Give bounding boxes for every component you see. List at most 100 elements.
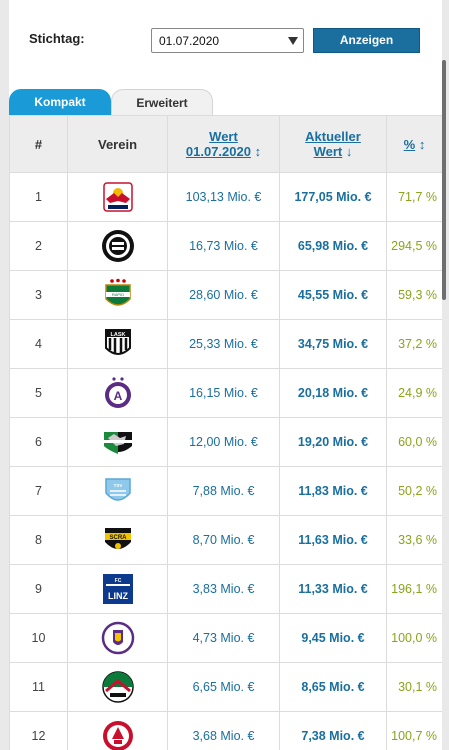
svg-text:LASK: LASK — [110, 332, 125, 338]
wolfsberger-ac-crest-icon[interactable] — [100, 424, 136, 460]
fk-austria-wien-crest-icon[interactable]: A — [100, 375, 136, 411]
gak-crest-icon[interactable] — [100, 718, 136, 750]
sk-sturm-graz-crest-icon[interactable] — [100, 228, 136, 264]
table-row[interactable]: 2 16,73 Mio. €65,98 Mio. €294,5 % — [9, 221, 442, 271]
tsv-hartberg-crest-icon[interactable]: TSV — [100, 473, 136, 509]
scrollbar[interactable] — [442, 60, 446, 300]
table-row[interactable]: 10 4,73 Mio. €9,45 Mio. €100,0 % — [9, 613, 442, 663]
rank-cell: 1 — [9, 172, 68, 222]
svg-text:TSV: TSV — [113, 483, 122, 488]
table-row[interactable]: 5 A 16,15 Mio. €20,18 Mio. €24,9 % — [9, 368, 442, 418]
club-crest-cell[interactable] — [67, 417, 168, 467]
rank-cell: 7 — [9, 466, 68, 516]
aktueller-wert-cell: 65,98 Mio. € — [279, 221, 387, 271]
svg-text:FC: FC — [114, 578, 121, 584]
wert-cell: 16,15 Mio. € — [167, 368, 280, 418]
header-percent-link[interactable]: % — [403, 136, 416, 152]
wert-cell: 16,73 Mio. € — [167, 221, 280, 271]
percent-cell: 71,7 % — [386, 172, 442, 222]
table-row[interactable]: 9 FC LINZ 3,83 Mio. €11,33 Mio. €196,1 % — [9, 564, 442, 614]
tab-kompakt[interactable]: Kompakt — [9, 89, 111, 115]
scr-altach-crest-icon[interactable]: SCRA — [100, 522, 136, 558]
header-verein: Verein — [67, 115, 168, 173]
aktueller-wert-cell: 11,83 Mio. € — [279, 466, 387, 516]
rank-cell: 4 — [9, 319, 68, 369]
club-crest-cell[interactable] — [67, 221, 168, 271]
date-select-value: 01.07.2020 — [159, 34, 220, 48]
table-row[interactable]: 7 TSV 7,88 Mio. €11,83 Mio. €50,2 % — [9, 466, 442, 516]
date-filter: Stichtag: 01.07.2020 Anzeigen — [9, 0, 442, 80]
table-row[interactable]: 11 6,65 Mio. €8,65 Mio. €30,1 % — [9, 662, 442, 712]
sk-rapid-wien-crest-icon[interactable]: RAPID — [100, 277, 136, 313]
table-row[interactable]: 12 3,68 Mio. €7,38 Mio. €100,7 % — [9, 711, 442, 750]
percent-cell: 294,5 % — [386, 221, 442, 271]
red-bull-salzburg-crest-icon[interactable] — [100, 179, 136, 215]
aktueller-wert-cell: 20,18 Mio. € — [279, 368, 387, 418]
header-aktueller-wert[interactable]: Aktueller Wert ↓ — [279, 115, 387, 173]
header-wert[interactable]: Wert 01.07.2020 ↕ — [167, 115, 280, 173]
sort-icon[interactable]: ↕ — [254, 144, 262, 159]
percent-cell: 100,0 % — [386, 613, 442, 663]
lask-crest-icon[interactable]: LASK — [100, 326, 136, 362]
club-crest-cell[interactable]: A — [67, 368, 168, 418]
anzeigen-button[interactable]: Anzeigen — [313, 28, 420, 53]
header-percent[interactable]: % ↕ — [386, 115, 442, 173]
club-crest-cell[interactable] — [67, 172, 168, 222]
club-crest-cell[interactable]: SCRA — [67, 515, 168, 565]
aktueller-wert-cell: 45,55 Mio. € — [279, 270, 387, 320]
header-rank: # — [9, 115, 68, 173]
chevron-down-icon — [288, 37, 298, 45]
club-crest-cell[interactable]: RAPID — [67, 270, 168, 320]
percent-cell: 37,2 % — [386, 319, 442, 369]
table-row[interactable]: 4 LASK 25,33 Mio. €34,75 Mio. €37,2 % — [9, 319, 442, 369]
rank-cell: 10 — [9, 613, 68, 663]
rank-cell: 9 — [9, 564, 68, 614]
fc-blau-weiss-linz-crest-icon[interactable]: FC LINZ — [100, 571, 136, 607]
rank-cell: 11 — [9, 662, 68, 712]
aktueller-wert-cell: 9,45 Mio. € — [279, 613, 387, 663]
page: Stichtag: 01.07.2020 Anzeigen Kompakt Er… — [9, 0, 442, 750]
wsg-tirol-crest-icon[interactable] — [100, 669, 136, 705]
wert-cell: 103,13 Mio. € — [167, 172, 280, 222]
table-row[interactable]: 6 12,00 Mio. €19,20 Mio. €60,0 % — [9, 417, 442, 467]
club-crest-cell[interactable]: FC LINZ — [67, 564, 168, 614]
svg-text:SCRA: SCRA — [109, 535, 127, 541]
club-crest-cell[interactable] — [67, 662, 168, 712]
table-row[interactable]: 1 103,13 Mio. €177,05 Mio. €71,7 % — [9, 172, 442, 222]
percent-cell: 60,0 % — [386, 417, 442, 467]
tab-erweitert[interactable]: Erweitert — [111, 89, 213, 115]
aktueller-wert-cell: 177,05 Mio. € — [279, 172, 387, 222]
aktueller-wert-cell: 8,65 Mio. € — [279, 662, 387, 712]
market-value-table: # Verein Wert 01.07.2020 ↕ Aktueller Wert … — [9, 115, 442, 750]
wert-cell: 8,70 Mio. € — [167, 515, 280, 565]
club-crest-cell[interactable]: LASK — [67, 319, 168, 369]
stichtag-label: Stichtag: — [29, 31, 85, 46]
aktueller-wert-cell: 7,38 Mio. € — [279, 711, 387, 750]
club-crest-cell[interactable] — [67, 613, 168, 663]
wert-cell: 25,33 Mio. € — [167, 319, 280, 369]
percent-cell: 30,1 % — [386, 662, 442, 712]
wert-cell: 3,68 Mio. € — [167, 711, 280, 750]
wert-cell: 7,88 Mio. € — [167, 466, 280, 516]
header-aktueller-wert-link[interactable]: Aktueller Wert — [305, 129, 361, 159]
club-crest-cell[interactable] — [67, 711, 168, 750]
sort-icon[interactable]: ↕ — [418, 136, 426, 152]
wert-cell: 6,65 Mio. € — [167, 662, 280, 712]
club-crest-cell[interactable]: TSV — [67, 466, 168, 516]
table-row[interactable]: 3 RAPID 28,60 Mio. €45,55 Mio. €59,3 % — [9, 270, 442, 320]
wert-cell: 4,73 Mio. € — [167, 613, 280, 663]
date-select[interactable]: 01.07.2020 — [151, 28, 304, 53]
aktueller-wert-cell: 19,20 Mio. € — [279, 417, 387, 467]
percent-cell: 100,7 % — [386, 711, 442, 750]
header-wert-link[interactable]: Wert 01.07.2020 — [185, 129, 251, 159]
svg-text:A: A — [113, 389, 122, 403]
table-row[interactable]: 8 SCRA 8,70 Mio. €11,63 Mio. €33,6 % — [9, 515, 442, 565]
percent-cell: 33,6 % — [386, 515, 442, 565]
austria-klagenfurt-crest-icon[interactable] — [100, 620, 136, 656]
aktueller-wert-cell: 11,33 Mio. € — [279, 564, 387, 614]
wert-cell: 12,00 Mio. € — [167, 417, 280, 467]
percent-cell: 24,9 % — [386, 368, 442, 418]
sort-down-icon[interactable]: ↓ — [345, 144, 353, 159]
svg-text:LINZ: LINZ — [108, 591, 128, 601]
rank-cell: 12 — [9, 711, 68, 750]
